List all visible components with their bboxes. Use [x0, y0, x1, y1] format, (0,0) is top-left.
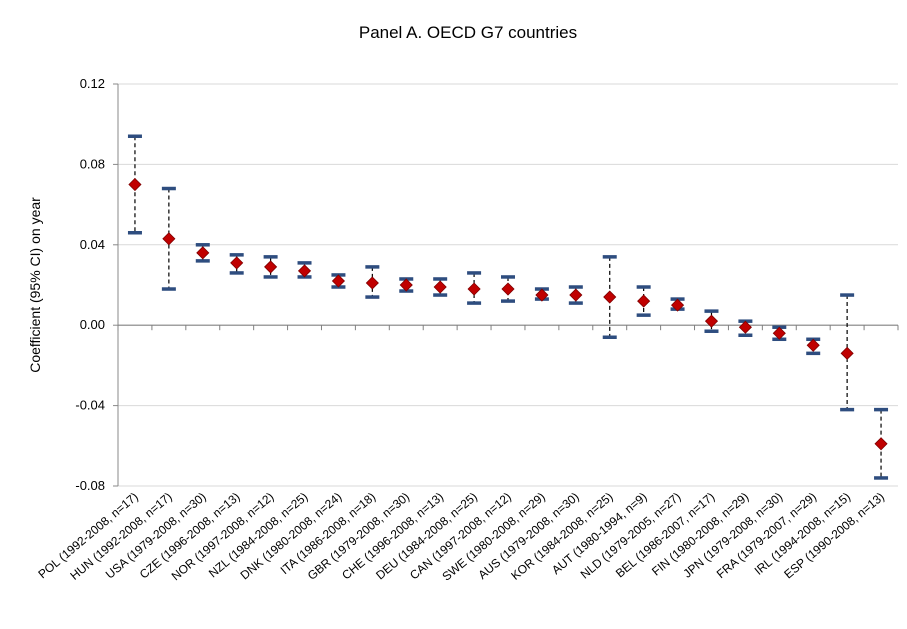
estimate-point: [738, 320, 752, 334]
y-tick-labels: 0.12 0.08 0.04 0.00 -0.04 -0.08: [75, 76, 105, 493]
y-tick-label: 0.04: [80, 237, 105, 252]
estimate-point: [501, 282, 515, 296]
y-tick-label: 0.00: [80, 317, 105, 332]
estimate-point: [806, 338, 820, 352]
estimate-point: [772, 326, 786, 340]
estimate-point: [196, 246, 210, 260]
estimate-point: [297, 264, 312, 278]
estimate-point: [840, 346, 854, 360]
estimate-point: [467, 282, 481, 296]
estimate-point: [569, 288, 583, 302]
axes: [113, 83, 899, 487]
estimate-point: [603, 290, 617, 304]
estimate-point: [331, 274, 346, 288]
estimate-point: [433, 280, 447, 294]
estimate-point: [230, 256, 244, 270]
x-tick-labels: POL (1992-2008, n=17)HUN (1992-2008, n=1…: [35, 490, 887, 584]
series: [127, 134, 889, 480]
estimate-point: [670, 298, 685, 312]
estimate-point: [365, 276, 379, 290]
estimate-point: [399, 278, 413, 292]
estimate-point: [535, 288, 549, 302]
estimate-point: [162, 232, 176, 246]
y-tick-label: -0.04: [75, 398, 105, 413]
estimate-point: [637, 294, 651, 308]
y-tick-label: -0.08: [75, 478, 105, 493]
y-tick-label: 0.08: [80, 156, 105, 171]
y-axis-label: Coefficient (95% CI) on year: [27, 197, 43, 373]
estimate-point: [128, 177, 142, 192]
grid: [118, 83, 898, 487]
y-tick-label: 0.12: [80, 76, 105, 91]
estimate-point: [874, 437, 888, 451]
chart-title: Panel A. OECD G7 countries: [359, 23, 577, 42]
estimate-point: [704, 314, 719, 328]
estimate-point: [264, 260, 278, 274]
